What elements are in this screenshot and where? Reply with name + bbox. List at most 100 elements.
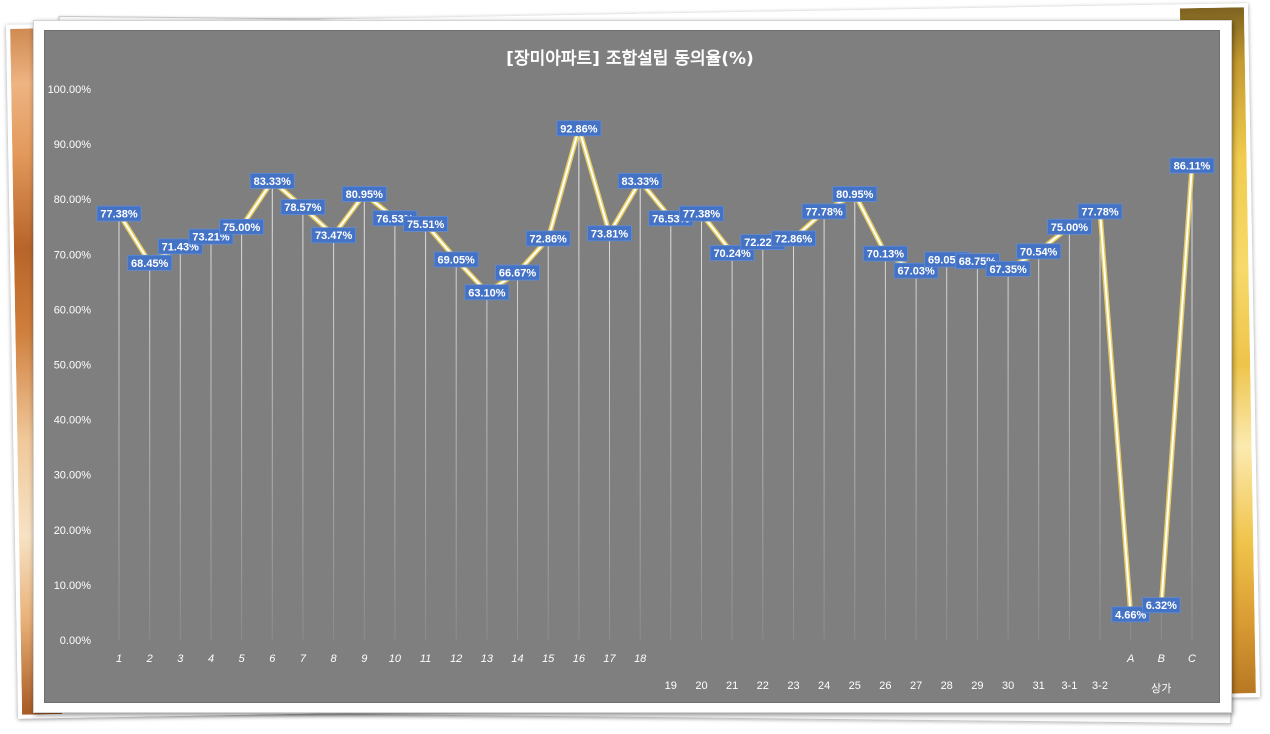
x-tick-label: 29 (971, 680, 983, 692)
x-tick-label: 31 (1033, 680, 1045, 692)
data-label: 70.13% (863, 245, 908, 262)
x-tick-label: C (1188, 653, 1196, 665)
data-label-text: 70.24% (713, 248, 751, 260)
chart-title: [장미아파트] 조합설립 동의율(%) (506, 48, 754, 69)
data-label-box (617, 172, 663, 189)
data-label-box (525, 230, 571, 247)
series-line-glow (116, 119, 1195, 618)
series (116, 119, 1195, 618)
y-tick-label: 20.00% (54, 525, 92, 537)
data-label-box (1142, 597, 1181, 614)
x-tick-label: 28 (941, 680, 953, 692)
data-label-text: 77.78% (1081, 206, 1119, 218)
data-label-text: 66.67% (499, 268, 537, 280)
data-label-box (1047, 218, 1092, 235)
y-tick-label: 100.00% (48, 84, 92, 96)
data-label-text: 73.81% (591, 228, 629, 240)
category-group-label: 상가 (1151, 682, 1171, 695)
data-label-text: 83.33% (622, 176, 660, 188)
data-label-box (771, 230, 816, 247)
data-label: 83.33% (617, 172, 663, 189)
data-label: 86.11% (1169, 157, 1215, 174)
data-label: 92.86% (556, 120, 602, 137)
x-tick-label: 1 (116, 653, 122, 665)
data-label-box (863, 245, 908, 262)
x-tick-label: 20 (695, 680, 707, 692)
x-tick-label: 30 (1002, 680, 1014, 692)
data-label-text: 6.32% (1146, 600, 1177, 612)
data-label-box (495, 264, 540, 281)
x-tick-label: A (1126, 653, 1134, 665)
data-label-text: 70.13% (867, 249, 905, 261)
x-tick-label: 3-2 (1092, 680, 1108, 692)
data-label: 72.86% (525, 230, 571, 247)
x-tick-label: 3 (177, 653, 184, 665)
y-tick-label: 40.00% (54, 415, 92, 427)
x-tick-label: 15 (542, 653, 555, 665)
data-label-text: 80.95% (836, 189, 874, 201)
data-label: 77.78% (1077, 203, 1123, 220)
y-tick-label: 80.00% (54, 194, 92, 206)
drop-lines (118, 128, 1193, 640)
data-label-box (311, 227, 357, 244)
x-tick-label: 5 (239, 653, 246, 665)
x-tick-label: 3-1 (1061, 680, 1077, 692)
data-label-text: 83.33% (254, 176, 292, 188)
x-tick-label: 16 (573, 653, 586, 665)
x-tick-label: 23 (787, 680, 799, 692)
data-label: 77.38% (96, 205, 142, 222)
data-label-text: 75.51% (407, 219, 445, 231)
data-label-text: 67.35% (989, 264, 1027, 276)
x-tick-label: 22 (757, 680, 769, 692)
y-tick-label: 60.00% (54, 304, 92, 316)
data-label: 69.05% (433, 251, 479, 268)
data-label-box (341, 186, 387, 202)
x-tick-label: 4 (208, 653, 214, 665)
data-label-box (679, 205, 724, 222)
data-label-text: 75.00% (1051, 222, 1089, 234)
x-tick-label: 25 (849, 680, 861, 692)
x-tick-label: 10 (389, 653, 402, 665)
data-label: 77.38% (679, 205, 724, 222)
data-label: 67.03% (893, 262, 939, 279)
x-tick-label: 18 (634, 653, 647, 665)
data-label-box (832, 186, 878, 202)
data-label-box (249, 172, 295, 189)
data-label-text: 69.05% (438, 255, 476, 267)
data-label-text: 92.86% (560, 123, 598, 135)
data-label: 77.78% (801, 203, 847, 220)
data-label-text: 70.54% (1020, 246, 1058, 258)
data-label: 70.54% (1016, 243, 1062, 260)
data-label-text: 77.38% (100, 209, 138, 221)
data-label: 4.66% (1111, 606, 1150, 623)
data-label-box (801, 203, 847, 220)
data-label-text: 72.86% (530, 234, 568, 246)
data-label: 67.35% (985, 260, 1031, 277)
data-label-box (587, 225, 632, 242)
data-label-text: 68.45% (131, 258, 169, 270)
data-label-text: 73.47% (315, 230, 353, 242)
data-label-box (1111, 606, 1150, 623)
x-tick-label: 17 (603, 653, 616, 665)
data-label: 72.86% (771, 230, 816, 247)
x-tick-label: 13 (481, 653, 494, 665)
data-label-box (1169, 157, 1215, 174)
data-label-text: 78.57% (284, 202, 322, 214)
y-tick-label: 50.00% (54, 360, 92, 372)
x-tick-label: 9 (361, 653, 367, 665)
data-label-box (433, 251, 479, 268)
data-label-box (403, 215, 449, 232)
x-tick-label: 24 (818, 680, 830, 692)
data-label-box (96, 205, 142, 222)
y-tick-label: 0.00% (60, 635, 91, 647)
y-tick-label: 90.00% (54, 139, 92, 151)
x-tick-label: 14 (511, 653, 523, 665)
data-label: 73.47% (311, 227, 357, 244)
data-label: 6.32% (1142, 597, 1181, 614)
data-label-box (1016, 243, 1062, 260)
y-axis-labels: 0.00% 10.00% 20.00% 30.00% 40.00% 50.00% 60.00… (48, 84, 92, 647)
y-tick-label: 70.00% (54, 249, 92, 261)
x-tick-label: 27 (910, 680, 922, 692)
